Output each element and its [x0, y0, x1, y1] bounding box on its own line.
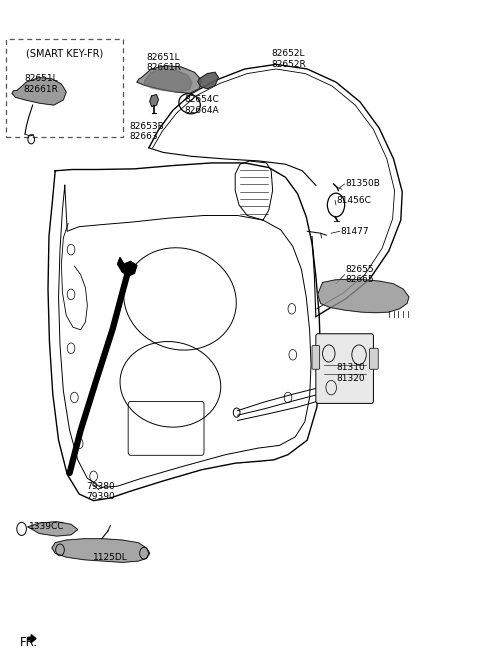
Polygon shape: [144, 69, 192, 92]
Polygon shape: [137, 66, 202, 93]
Text: 82651L
82661R: 82651L 82661R: [146, 53, 181, 72]
Text: 82651L
82661R: 82651L 82661R: [24, 74, 58, 94]
Text: 79380
79390: 79380 79390: [86, 482, 115, 501]
Polygon shape: [118, 258, 137, 276]
Polygon shape: [52, 539, 150, 562]
Text: 82655
82665: 82655 82665: [346, 265, 374, 284]
Text: 82653B
82663: 82653B 82663: [130, 122, 164, 141]
Text: 1339CC: 1339CC: [29, 522, 65, 532]
Polygon shape: [12, 78, 66, 105]
Text: FR.: FR.: [20, 636, 38, 649]
FancyBboxPatch shape: [312, 346, 320, 369]
FancyBboxPatch shape: [370, 348, 378, 369]
FancyBboxPatch shape: [316, 334, 373, 403]
Polygon shape: [28, 635, 36, 643]
Text: 81477: 81477: [341, 227, 370, 236]
Polygon shape: [28, 522, 78, 536]
Text: 82654C
82664A: 82654C 82664A: [185, 95, 219, 115]
Text: 1125DL: 1125DL: [93, 553, 128, 562]
Text: 81456C: 81456C: [336, 196, 371, 205]
Polygon shape: [318, 279, 409, 313]
Text: 81350B: 81350B: [346, 179, 381, 189]
Text: 81310
81320: 81310 81320: [336, 363, 365, 383]
Polygon shape: [150, 95, 158, 106]
Text: 82652L
82652R: 82652L 82652R: [271, 49, 306, 69]
Text: (SMART KEY-FR): (SMART KEY-FR): [26, 49, 103, 59]
Polygon shape: [198, 72, 218, 89]
